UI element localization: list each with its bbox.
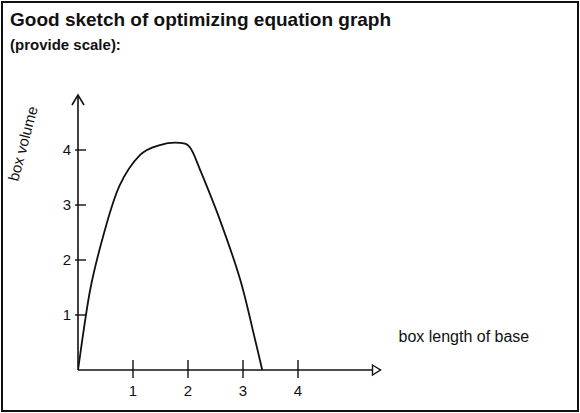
y-tick (75, 314, 86, 315)
x-tick (297, 360, 298, 378)
subtitle: (provide scale): (10, 36, 121, 53)
x-arrow (373, 365, 381, 375)
y-tick-label: 4 (63, 141, 71, 158)
y-tick (75, 204, 86, 205)
y-tick-label: 3 (63, 196, 71, 213)
y-axis-title: box volume (5, 104, 41, 183)
y-tick-label: 1 (63, 306, 71, 323)
x-tick (187, 360, 188, 378)
x-tick-label: 4 (294, 382, 302, 399)
plot-area (78, 143, 262, 370)
chart-root: Good sketch of optimizing equation graph… (0, 0, 580, 413)
frame (2, 2, 578, 411)
y-tick (75, 149, 86, 150)
x-tick-label: 2 (184, 382, 192, 399)
x-axis (78, 369, 381, 371)
x-tick (132, 360, 133, 378)
x-tick-label: 1 (129, 382, 137, 399)
title: Good sketch of optimizing equation graph (10, 9, 391, 30)
x-axis-title: box length of base (399, 328, 530, 345)
y-tick-label: 2 (63, 251, 71, 268)
chart: Good sketch of optimizing equation graph… (0, 0, 580, 413)
x-tick-label: 3 (239, 382, 247, 399)
curve (78, 143, 262, 370)
y-arrow (72, 95, 84, 105)
y-axis (77, 95, 79, 370)
x-tick (242, 360, 243, 378)
y-tick (75, 259, 86, 260)
